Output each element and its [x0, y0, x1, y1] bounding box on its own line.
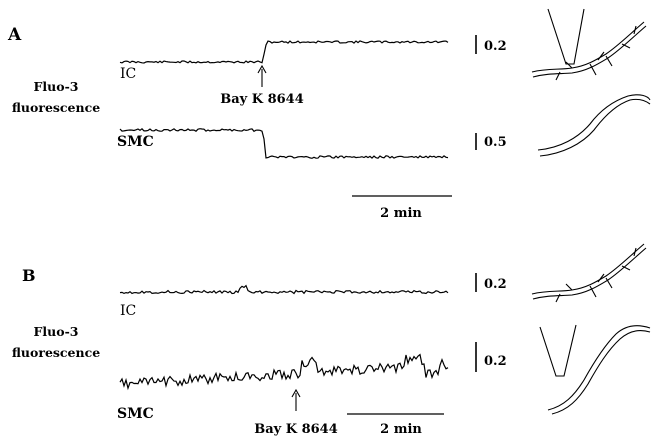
panel-a-ic-trace	[119, 40, 449, 64]
panel-a-ic-scale-label: 0.2	[484, 39, 507, 54]
panel-b-smc-cell-drawing	[539, 324, 651, 415]
panel-b-smc-label: SMC	[117, 406, 154, 422]
panel-b-ic-label: IC	[120, 303, 136, 319]
panel-b-ic-cell-drawing	[531, 243, 647, 303]
panel-a-smc-label: SMC	[117, 134, 154, 150]
panel-a-drug-label: Bay K 8644	[220, 92, 304, 107]
panel-b-side-label-line2: fluorescence	[12, 345, 100, 360]
panel-b-ic-scale-label: 0.2	[484, 277, 507, 292]
panel-b-drug-arrow	[291, 388, 301, 411]
panel-a-side-label-line1: Fluo-3	[34, 79, 79, 94]
panel-a-ic-label: IC	[120, 66, 136, 82]
panel-b: B Fluo-3 fluorescence IC SMC Bay K 8644 …	[12, 243, 651, 437]
panel-a: A Fluo-3 fluorescence IC Bay K 8644 SMC …	[7, 8, 651, 221]
panel-b-letter: B	[22, 266, 36, 285]
panel-a-side-label-line2: fluorescence	[12, 100, 100, 115]
panel-a-ic-cell-drawing	[531, 8, 647, 81]
panel-b-smc-scale-label: 0.2	[484, 354, 507, 369]
panel-b-time-scale-label: 2 min	[380, 422, 422, 437]
panel-b-smc-trace	[119, 353, 449, 391]
panel-b-side-label-line1: Fluo-3	[34, 324, 79, 339]
panel-b-ic-trace	[119, 284, 449, 295]
panel-b-drug-label: Bay K 8644	[254, 422, 338, 437]
panel-a-smc-scale-label: 0.5	[484, 135, 507, 150]
panel-a-drug-arrow	[257, 64, 267, 87]
panel-a-smc-trace	[119, 128, 449, 159]
panel-a-time-scale-label: 2 min	[380, 206, 422, 221]
panel-a-smc-cell-drawing	[537, 94, 651, 157]
panel-a-letter: A	[7, 25, 22, 45]
